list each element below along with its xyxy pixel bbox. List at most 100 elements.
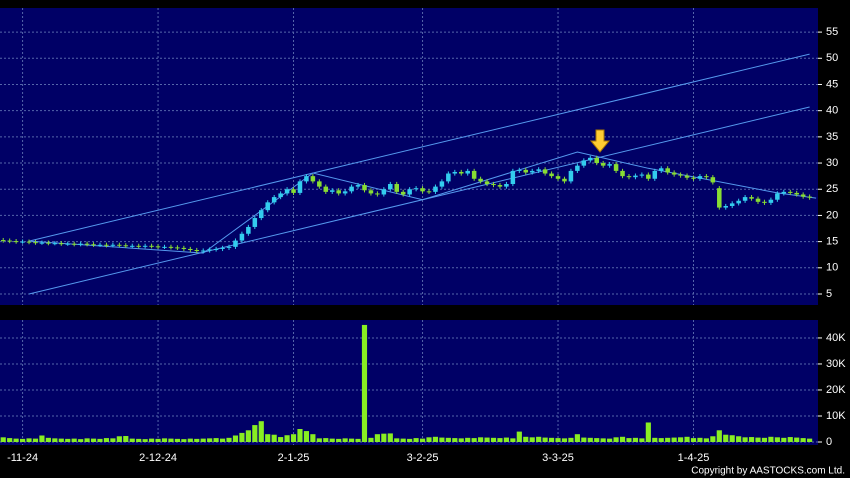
x-tick-label: 3-3-25 <box>542 452 574 464</box>
volume-bar <box>103 438 110 442</box>
candle-body <box>284 189 290 194</box>
candle-body <box>433 186 438 192</box>
candle-body <box>510 170 516 184</box>
volume-bar <box>678 437 684 442</box>
candle-body <box>78 243 83 245</box>
volume-bar <box>658 438 664 442</box>
candle-body <box>678 174 683 176</box>
candle-body <box>523 169 529 173</box>
candle-body <box>20 241 25 243</box>
volume-bar <box>142 439 148 442</box>
candle-body <box>633 175 638 178</box>
volume-bar <box>684 436 690 442</box>
volume-bar <box>407 438 413 442</box>
volume-bar <box>116 436 122 442</box>
candle-body <box>400 191 406 195</box>
candle-body <box>142 245 148 247</box>
volume-bar <box>548 437 555 442</box>
candle-body <box>620 170 625 177</box>
volume-bar <box>168 438 174 442</box>
candle-body <box>626 176 632 178</box>
volume-bar <box>45 437 51 442</box>
volume-bar <box>174 438 180 442</box>
candle-body <box>336 190 341 194</box>
candle-body <box>265 202 270 211</box>
y-tick-label: 40 <box>826 105 838 117</box>
candle-body <box>175 247 180 249</box>
candle-body <box>458 171 464 174</box>
x-tick-label: 3-2-25 <box>407 452 439 464</box>
volume-bar <box>645 422 651 442</box>
volume-bar <box>387 433 393 442</box>
candle-body <box>188 248 193 250</box>
candle-body <box>200 250 206 252</box>
volume-bar <box>123 436 129 442</box>
volume-bar <box>394 438 400 442</box>
candle-body <box>207 249 212 251</box>
volume-bar <box>587 437 593 442</box>
volume-bar <box>78 439 84 442</box>
volume-bar <box>768 436 774 442</box>
candle-body <box>446 173 451 182</box>
candle-body <box>110 244 116 246</box>
candle-body <box>800 194 806 197</box>
volume-bar <box>207 438 213 442</box>
volume-bar <box>71 438 77 442</box>
candle-body <box>117 244 122 246</box>
candle-body <box>794 192 799 195</box>
volume-bar <box>349 438 355 442</box>
volume-bar <box>7 438 13 442</box>
volume-bar <box>303 431 310 442</box>
volume-bar <box>0 437 6 442</box>
candle-body <box>33 242 38 244</box>
candle-body <box>555 176 561 179</box>
candle-body <box>517 169 522 171</box>
volume-bar <box>755 437 761 442</box>
y-tick-label: 25 <box>826 183 838 195</box>
candle-body <box>452 171 458 174</box>
volume-bar <box>155 438 161 442</box>
candle-body <box>252 218 258 227</box>
candle-body <box>323 186 329 192</box>
candle-body <box>491 184 496 186</box>
volume-bar <box>574 434 580 442</box>
x-tick-label: 2-1-25 <box>278 452 310 464</box>
candle-body <box>7 240 12 242</box>
volume-bar <box>258 421 264 442</box>
candle-body <box>220 247 225 249</box>
candle-body <box>368 190 374 194</box>
y-tick-label: 35 <box>826 131 838 143</box>
candle-body <box>471 170 477 179</box>
candle-body <box>381 189 387 195</box>
volume-bar <box>736 436 742 442</box>
candle-body <box>439 181 445 187</box>
volume-bar <box>452 438 458 442</box>
candle-body <box>136 245 141 247</box>
volume-bar <box>297 428 303 442</box>
candle-body <box>362 185 367 191</box>
volume-bar <box>484 437 490 442</box>
volume-bar <box>626 438 632 442</box>
volume-bar <box>194 438 200 442</box>
candle-body <box>478 178 483 182</box>
volume-bar <box>19 438 26 442</box>
candle-body <box>671 172 677 175</box>
volume-bar <box>413 438 419 442</box>
candle-body <box>149 245 154 247</box>
candle-body <box>742 197 748 201</box>
candle-body <box>736 200 741 204</box>
volume-bar <box>187 438 193 442</box>
volume-bar <box>529 437 535 442</box>
x-tick-label: 1-4-25 <box>678 452 710 464</box>
volume-bar <box>278 437 284 442</box>
candle-body <box>291 189 296 193</box>
candle-body <box>788 191 793 193</box>
candle-body <box>39 242 45 244</box>
candle-body <box>278 193 283 198</box>
volume-bar <box>710 436 716 442</box>
y-tick-label: 30 <box>826 157 838 169</box>
volume-bar <box>226 437 232 442</box>
volume-bar <box>652 437 658 442</box>
volume-bar <box>432 436 439 442</box>
candle-body <box>484 181 490 184</box>
